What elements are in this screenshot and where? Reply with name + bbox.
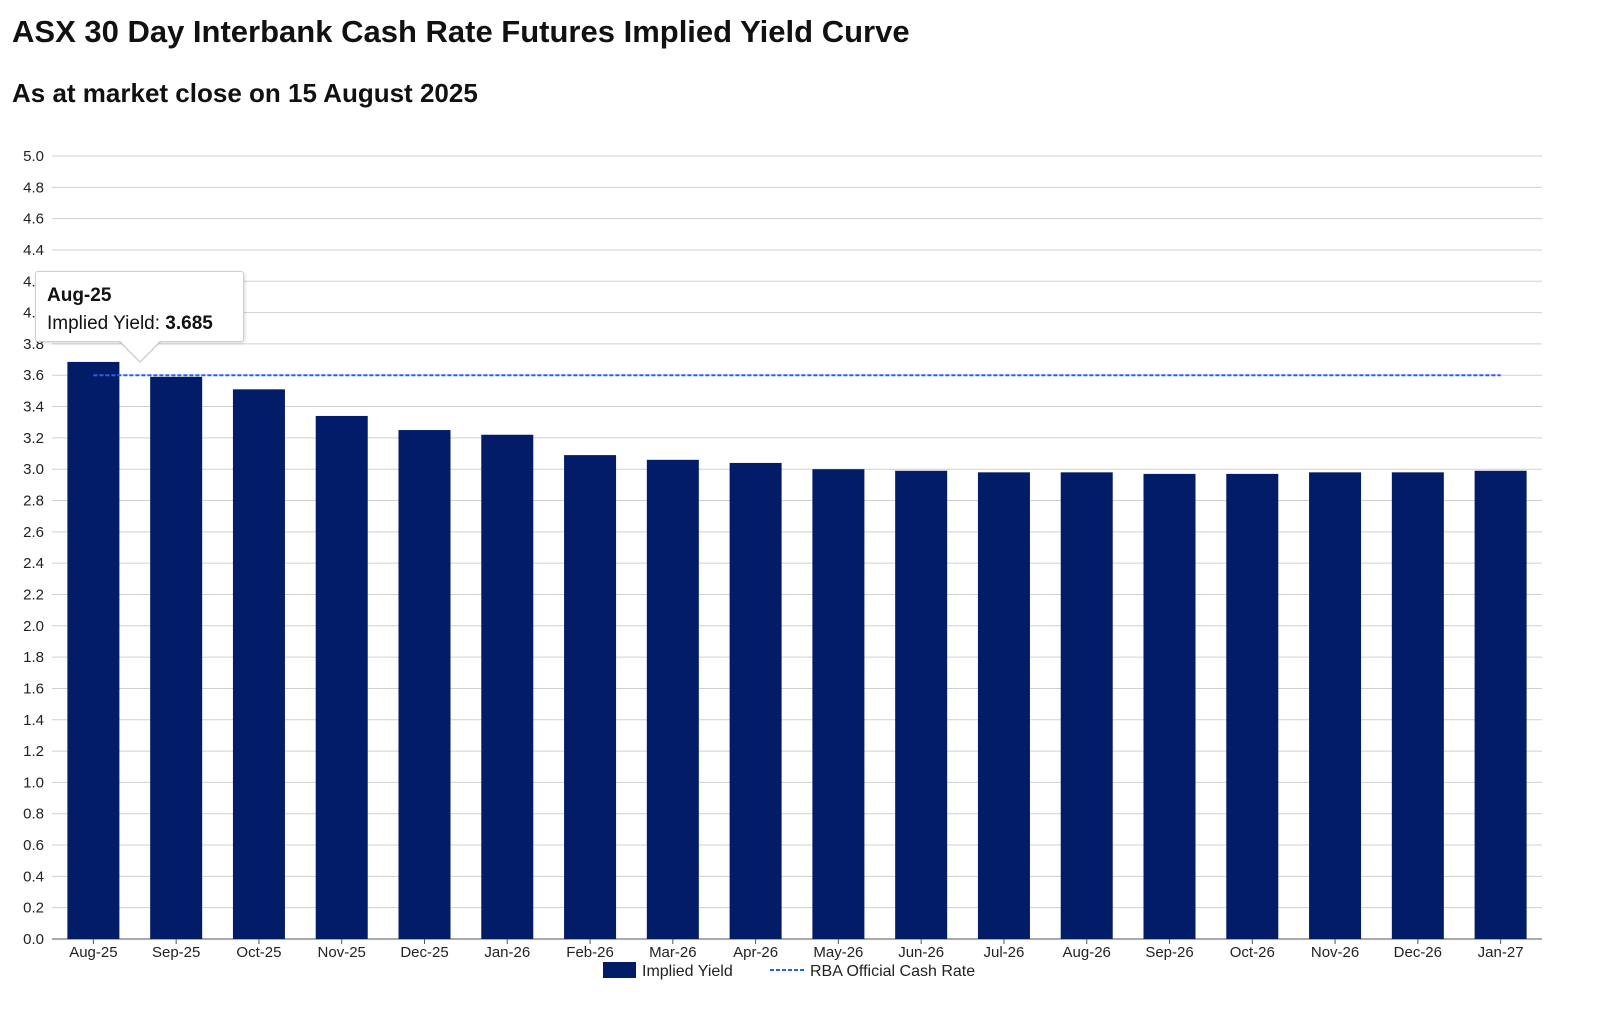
legend-label-implied-yield[interactable]: Implied Yield xyxy=(642,963,733,980)
y-tick-label: 2.2 xyxy=(23,586,44,603)
y-tick-label: 1.4 xyxy=(23,712,44,729)
y-tick-label: 0.4 xyxy=(23,868,44,885)
y-tick-label: 0.6 xyxy=(23,837,44,854)
y-tick-label: 2.6 xyxy=(23,524,44,541)
tooltip-row: Implied Yield: 3.685 xyxy=(47,310,232,338)
bar-jan-26[interactable] xyxy=(481,434,534,939)
y-tick-label: 4.4 xyxy=(23,242,44,259)
bar-nov-26[interactable] xyxy=(1309,472,1362,939)
x-tick-label: Jan-27 xyxy=(1478,944,1524,961)
x-tick-label: Nov-25 xyxy=(318,944,366,961)
bar-dec-26[interactable] xyxy=(1391,472,1444,939)
tooltip-title: Aug-25 xyxy=(47,285,112,306)
y-tick-label: 3.4 xyxy=(23,399,44,416)
bar-apr-26[interactable] xyxy=(729,462,782,939)
x-tick-label: Apr-26 xyxy=(733,944,778,961)
x-tick-label: Jul-26 xyxy=(984,944,1025,961)
bar-oct-26[interactable] xyxy=(1226,473,1279,939)
bar-sep-26[interactable] xyxy=(1143,473,1196,939)
y-tick-label: 3.0 xyxy=(23,461,44,478)
y-tick-label: 3.2 xyxy=(23,430,44,447)
bar-may-26[interactable] xyxy=(812,469,865,939)
y-axis-ticks: 0.0 0.2 0.4 0.6 0.8 1.0 1.2 1.4 1.6 1.8 2.0 2.2 2.4 2… xyxy=(23,148,44,948)
bar-oct-25[interactable] xyxy=(232,389,285,940)
bar-jan-27[interactable] xyxy=(1474,470,1527,939)
legend-label-rba-cash-rate[interactable]: RBA Official Cash Rate xyxy=(810,963,975,980)
bars xyxy=(67,361,1527,940)
y-tick-label: 1.0 xyxy=(23,774,44,791)
y-tick-label: 1.8 xyxy=(23,649,44,666)
chart-title: ASX 30 Day Interbank Cash Rate Futures I… xyxy=(12,14,910,49)
x-tick-label: Dec-25 xyxy=(400,944,448,961)
y-tick-label: 5.0 xyxy=(23,148,44,165)
x-tick-label: Mar-26 xyxy=(649,944,697,961)
x-tick-label: Jun-26 xyxy=(898,944,944,961)
bar-feb-26[interactable] xyxy=(564,455,617,939)
x-tick-label: May-26 xyxy=(813,944,863,961)
y-tick-label: 2.4 xyxy=(23,555,44,572)
y-tick-label: 2.8 xyxy=(23,493,44,510)
y-tick-label: 2.0 xyxy=(23,618,44,635)
y-tick-label: 0.8 xyxy=(23,806,44,823)
y-tick-label: 4.6 xyxy=(23,211,44,228)
bar-mar-26[interactable] xyxy=(646,459,699,939)
chart-subtitle: As at market close on 15 August 2025 xyxy=(12,78,478,108)
x-tick-label: Oct-25 xyxy=(236,944,281,961)
bar-aug-25[interactable] xyxy=(67,361,120,940)
y-tick-label: 3.6 xyxy=(23,367,44,384)
bar-jun-26[interactable] xyxy=(895,470,948,939)
bar-nov-25[interactable] xyxy=(315,415,368,939)
bar-tooltip: Aug-25 Implied Yield: 3.685 xyxy=(35,271,244,342)
y-tick-label: 1.2 xyxy=(23,743,44,760)
bar-sep-25[interactable] xyxy=(150,376,203,939)
x-tick-label: Sep-25 xyxy=(152,944,200,961)
x-tick-label: Feb-26 xyxy=(566,944,614,961)
x-tick-label: Jan-26 xyxy=(484,944,530,961)
legend: Implied Yield RBA Official Cash Rate xyxy=(603,962,975,980)
y-tick-label: 4.8 xyxy=(23,179,44,196)
tooltip-arrow xyxy=(120,341,160,361)
x-tick-label: Aug-25 xyxy=(69,944,117,961)
x-tick-label: Dec-26 xyxy=(1394,944,1442,961)
x-axis-ticks: Aug-25 Sep-25 Oct-25 Nov-25 Dec-25 Jan-26 Feb-… xyxy=(69,939,1524,961)
y-tick-label: 1.6 xyxy=(23,680,44,697)
x-tick-label: Oct-26 xyxy=(1230,944,1275,961)
tooltip-value: 3.685 xyxy=(165,313,213,334)
bar-dec-25[interactable] xyxy=(398,430,451,939)
legend-swatch-implied-yield xyxy=(603,962,636,978)
bar-aug-26[interactable] xyxy=(1060,472,1113,939)
x-tick-label: Sep-26 xyxy=(1145,944,1193,961)
y-tick-label: 0.0 xyxy=(23,931,44,948)
tooltip-label: Implied Yield: xyxy=(47,313,161,334)
x-tick-label: Nov-26 xyxy=(1311,944,1359,961)
bar-jul-26[interactable] xyxy=(977,472,1030,939)
x-tick-label: Aug-26 xyxy=(1063,944,1111,961)
y-tick-label: 0.2 xyxy=(23,900,44,917)
